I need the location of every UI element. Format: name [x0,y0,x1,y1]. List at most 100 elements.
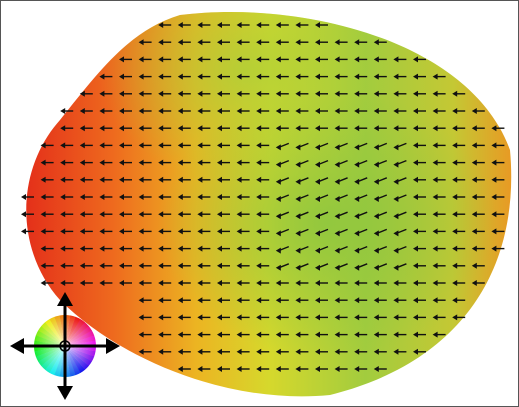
flow-arrow-head [315,314,320,321]
flow-arrow-head [158,211,164,218]
flow-arrow-head [315,125,320,132]
flow-arrow-head [315,264,320,271]
flow-arrow-head [236,22,242,28]
flow-arrow-head [354,213,360,220]
flow-arrow-head [432,73,438,80]
flow-arrow-head [373,73,379,80]
flow-arrow-head [315,366,320,372]
flow-arrow-head [236,211,242,218]
flow-arrow-head [471,142,477,149]
flow-arrow-head [138,56,144,63]
flow-arrow-head [217,194,222,200]
flow-arrow-head [334,331,340,338]
flow-arrow-head [275,196,281,202]
flow-arrow-head [119,280,124,286]
flow-arrow-head [432,125,438,132]
flow-arrow-head [275,90,281,97]
flow-arrow-head [217,39,222,46]
flow-arrow-head [275,73,281,80]
flow-arrow-head [432,142,438,149]
flow-arrow-head [236,73,242,80]
flow-arrow-head [295,280,301,286]
flow-arrow-head [40,211,46,218]
flow-arrow-head [158,228,164,235]
flow-arrow-head [491,176,497,183]
flow-arrow-head [315,178,320,185]
flow-arrow-head [315,348,320,355]
flow-arrow-head [256,142,262,149]
flow-arrow-head [177,194,183,200]
flow-arrow-head [373,213,379,220]
flow-arrow-head [79,194,85,200]
flow-arrow-head [315,213,320,220]
flow-arrow-head [452,211,458,218]
flow-arrow-head [217,90,222,97]
flow-arrow-head [432,90,438,97]
flow-arrow-head [119,73,124,80]
flow-arrow-head [432,159,438,166]
flow-arrow-head [413,331,418,338]
flow-arrow-head [393,213,399,220]
flow-arrow-head [315,22,320,28]
flow-arrow-head [413,176,418,183]
flow-arrow-head [236,56,242,63]
flow-arrow-head [452,142,458,149]
flow-arrow-head [177,73,183,80]
flow-arrow-head [99,211,105,218]
flow-arrow-head [236,125,242,132]
flow-arrow-head [295,348,301,355]
flow-arrow-head [432,262,438,269]
flow-arrow-head [236,194,242,200]
flow-arrow-head [393,314,399,321]
flow-arrow-head [256,39,262,46]
flow-arrow-head [452,228,458,235]
flow-arrow-head [295,39,301,46]
flow-arrow-head [471,245,477,252]
flow-arrow-head [177,366,183,372]
flow-arrow-head [275,331,281,338]
flow-arrow-head [217,245,222,252]
flow-arrow-head [256,159,262,166]
flow-arrow-head [413,297,418,304]
flow-arrow-head [452,280,458,286]
flow-arrow-head [99,108,105,114]
flow-arrow-head [295,144,301,151]
flow-arrow-head [138,125,144,132]
flow-arrow-head [40,245,46,252]
flow-arrow-head [275,108,281,114]
flow-arrow-head [60,262,66,269]
flow-arrow-head [197,366,203,372]
flow-arrow-head [491,159,497,166]
flow-arrow-head [275,161,281,168]
flow-arrow-head [21,194,26,200]
flow-arrow-head [217,280,222,286]
flow-arrow-head [197,314,203,321]
flow-arrow-head [373,196,379,202]
flow-arrow-head [177,22,183,28]
flow-arrow-head [413,108,418,114]
flow-arrow-head [354,280,360,286]
flow-arrow-head [334,280,340,286]
flow-arrow-head [373,247,379,254]
flow-arrow-head [334,108,340,114]
flow-arrow-head [217,176,222,183]
flow-arrow-head [354,348,360,355]
flow-arrow-head [354,366,360,372]
flow-arrow-head [236,108,242,114]
flow-arrow-head [197,56,203,63]
flow-arrow-head [138,331,144,338]
flow-arrow-head [177,176,183,183]
flow-arrow-head [413,90,418,97]
flow-arrow-head [354,39,360,46]
flow-arrow-head [79,176,85,183]
flow-arrow-head [119,56,124,63]
flow-arrow-head [315,90,320,97]
flow-arrow-head [60,142,66,149]
flow-arrow-head [413,280,418,286]
flow-arrow-head [393,144,399,151]
flow-arrow-head [373,230,379,237]
flow-arrow-head [60,125,66,132]
flow-arrow-head [236,280,242,286]
flow-arrow-head [119,142,124,149]
flow-arrow-head [217,159,222,166]
